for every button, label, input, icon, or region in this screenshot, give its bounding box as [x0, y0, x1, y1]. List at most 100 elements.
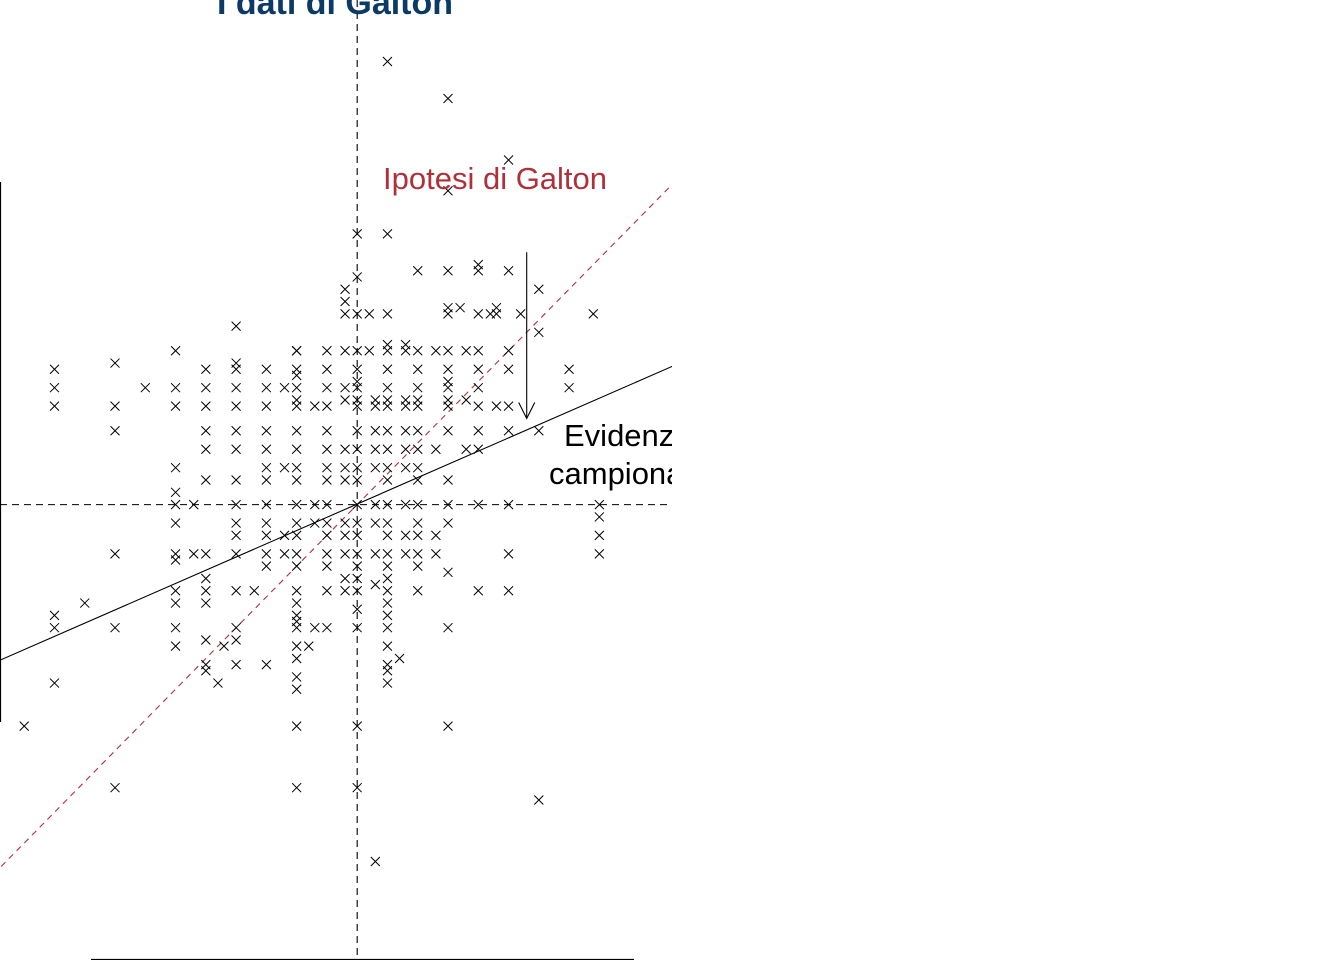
data-point-162	[261, 499, 272, 510]
data-point-233	[231, 585, 241, 596]
data-point-59	[412, 364, 423, 375]
data-point-192	[322, 530, 332, 541]
data-point-281	[291, 684, 302, 695]
data-point-111	[261, 425, 272, 436]
data-point-99	[352, 401, 363, 412]
data-point-222	[352, 561, 363, 572]
data-point-180	[309, 518, 320, 528]
data-point-149	[231, 475, 241, 485]
data-point-37	[322, 345, 332, 356]
data-point-171	[443, 499, 453, 510]
data-point-1	[443, 93, 453, 104]
data-point-93	[200, 401, 211, 412]
data-point-245	[170, 598, 181, 608]
regression-line	[0, 365, 672, 661]
data-point-256	[231, 622, 241, 633]
data-point-143	[352, 462, 363, 473]
data-point-79	[473, 382, 484, 393]
data-point-94	[231, 401, 241, 412]
data-point-76	[382, 382, 393, 393]
data-point-126	[291, 444, 302, 455]
data-point-156	[412, 475, 423, 485]
data-point-273	[200, 665, 211, 676]
data-point-269	[303, 641, 314, 652]
data-point-40	[364, 345, 375, 356]
data-point-70	[261, 382, 272, 393]
data-point-244	[79, 598, 90, 608]
data-point-204	[231, 548, 241, 559]
data-point-163	[291, 499, 302, 510]
data-point-135	[461, 444, 472, 455]
data-point-13	[533, 284, 544, 295]
data-point-80	[564, 382, 574, 393]
data-point-5	[382, 228, 393, 239]
data-point-43	[412, 345, 423, 356]
data-point-50	[200, 364, 211, 375]
data-point-283	[19, 721, 30, 732]
data-point-17	[364, 308, 375, 319]
data-point-257	[291, 622, 302, 633]
data-point-278	[382, 665, 393, 676]
data-point-66	[140, 382, 151, 393]
data-point-120	[473, 425, 484, 436]
data-point-52	[261, 364, 272, 375]
data-point-62	[473, 364, 484, 375]
data-point-200	[110, 548, 120, 559]
data-point-136	[473, 444, 484, 455]
data-point-98	[322, 401, 332, 412]
data-point-230	[382, 573, 393, 584]
data-point-267	[291, 641, 302, 652]
data-point-179	[291, 518, 302, 528]
data-point-44	[431, 345, 441, 356]
data-point-211	[370, 548, 381, 559]
data-point-78	[443, 382, 453, 393]
data-point-77	[412, 382, 423, 393]
data-point-105	[473, 401, 484, 412]
data-point-117	[400, 425, 411, 436]
data-point-276	[291, 672, 302, 682]
data-point-196	[400, 530, 411, 541]
chart-title: I dati di Galton	[217, 0, 453, 22]
data-point-89	[461, 395, 472, 405]
data-point-160	[188, 499, 199, 510]
data-point-116	[382, 425, 393, 436]
data-point-261	[382, 622, 393, 633]
data-point-12	[503, 265, 514, 276]
data-point-16	[352, 308, 363, 319]
data-point-121	[503, 425, 514, 436]
data-point-73	[322, 382, 332, 393]
data-point-235	[291, 585, 302, 596]
data-point-213	[400, 548, 411, 559]
data-point-158	[170, 487, 181, 498]
data-point-96	[291, 401, 302, 412]
data-point-258	[309, 622, 320, 633]
data-point-20	[455, 302, 465, 313]
data-point-146	[400, 462, 411, 473]
data-point-90	[49, 401, 60, 412]
data-point-36	[291, 345, 302, 356]
data-point-147	[412, 462, 423, 473]
data-point-178	[261, 518, 272, 528]
data-point-218	[170, 555, 181, 565]
data-point-151	[291, 475, 302, 485]
data-point-15	[340, 308, 350, 319]
data-point-8	[412, 265, 423, 276]
data-point-239	[352, 585, 363, 596]
data-point-214	[412, 548, 423, 559]
data-point-7	[340, 284, 350, 295]
data-point-119	[443, 425, 453, 436]
data-point-268	[291, 653, 302, 664]
data-point-249	[352, 604, 363, 615]
data-point-140	[291, 462, 302, 473]
data-point-107	[503, 401, 514, 412]
data-point-153	[340, 475, 350, 485]
data-point-279	[49, 678, 60, 688]
data-point-182	[340, 518, 350, 528]
data-point-134	[431, 444, 441, 455]
data-point-264	[219, 641, 229, 652]
data-point-164	[309, 499, 320, 510]
data-point-100	[370, 401, 381, 412]
data-point-29	[533, 327, 544, 338]
data-point-212	[382, 548, 393, 559]
